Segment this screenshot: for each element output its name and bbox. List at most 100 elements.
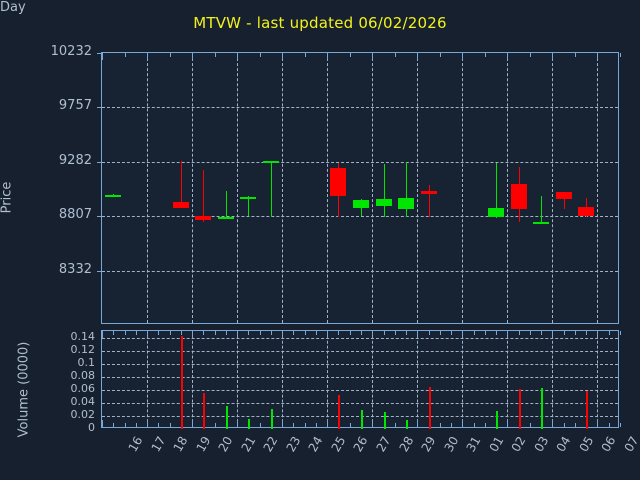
- x-tick-label: 28: [396, 434, 416, 455]
- price-tick-label: 8807: [58, 207, 92, 223]
- volume-axis-tick-top: [237, 331, 239, 338]
- volume-axis-tick-top: [496, 331, 498, 335]
- price-gridline-vertical: [462, 53, 464, 323]
- volume-axis-tick-top: [192, 331, 194, 338]
- volume-axis-tick-top: [113, 331, 115, 335]
- volume-axis-tick-top: [394, 331, 396, 335]
- price-gridline-vertical: [597, 53, 599, 323]
- price-tick-mark: [97, 53, 102, 54]
- price-axis-tick: [169, 53, 171, 57]
- volume-axis-tick-top: [214, 331, 216, 335]
- x-tick-label: 05: [576, 434, 597, 455]
- price-axis-tick: [552, 53, 554, 60]
- price-plot-area: [97, 52, 621, 324]
- price-axis-tick: [124, 53, 126, 57]
- volume-axis-tick-top: [417, 331, 419, 338]
- volume-gridline-vertical: [552, 331, 554, 427]
- x-tick-label: 17: [148, 434, 169, 455]
- volume-tick-label: 0.02: [70, 407, 96, 421]
- x-tick-label: 26: [351, 434, 371, 455]
- volume-axis-tick-top: [338, 331, 340, 335]
- volume-plot-area: [101, 330, 621, 429]
- volume-bar: [586, 391, 588, 429]
- volume-gridline-vertical: [237, 331, 239, 427]
- candlestick: [578, 206, 594, 217]
- x-tick-label: 29: [418, 434, 439, 455]
- volume-axis-tick-top: [552, 331, 554, 338]
- volume-gridline: [102, 376, 618, 378]
- candlestick: [263, 161, 279, 164]
- price-tick-label: 10232: [50, 44, 92, 59]
- volume-axis-tick-top: [102, 331, 103, 338]
- volume-gridline: [102, 350, 618, 352]
- candlestick: [488, 207, 504, 217]
- volume-bar: [406, 419, 408, 429]
- volume-axis-tick-bottom: [439, 423, 441, 427]
- candle-wick: [203, 170, 204, 222]
- chart-title: MTVW - last updated 06/02/2026: [193, 14, 447, 32]
- volume-axis-tick-top: [473, 331, 475, 335]
- volume-axis-tick-bottom: [529, 423, 531, 427]
- volume-bar: [361, 410, 363, 429]
- volume-axis-tick-top: [529, 331, 531, 335]
- price-gridline: [102, 161, 618, 163]
- price-gridline: [102, 270, 618, 272]
- x-axis-title: Day: [0, 0, 26, 15]
- x-tick-label: 27: [373, 434, 394, 455]
- volume-axis-tick-bottom: [158, 423, 160, 427]
- volume-axis-tick-top: [225, 331, 227, 335]
- candlestick: [533, 222, 549, 225]
- volume-axis-tick-bottom: [620, 423, 621, 427]
- volume-axis-tick-top: [180, 331, 182, 335]
- price-gridline-vertical: [237, 53, 239, 323]
- volume-gridline-vertical: [327, 331, 329, 427]
- volume-axis-tick-bottom: [293, 423, 295, 427]
- x-tick-label: 24: [306, 434, 326, 455]
- volume-axis-tick-top: [282, 331, 284, 338]
- volume-axis-tick-bottom: [484, 423, 486, 427]
- volume-axis-tick-bottom: [372, 420, 374, 427]
- x-tick-label: 20: [215, 434, 236, 455]
- volume-axis-tick-bottom: [462, 420, 464, 427]
- candlestick: [195, 215, 211, 221]
- volume-bar: [181, 335, 183, 429]
- x-tick-label: 31: [463, 434, 484, 455]
- candle-wick: [384, 164, 385, 217]
- price-axis-tick: [574, 53, 576, 57]
- volume-axis-tick-bottom: [237, 420, 239, 427]
- volume-axis-tick-top: [620, 331, 621, 335]
- volume-tick-label: 0.08: [70, 368, 96, 382]
- volume-bar: [429, 387, 431, 429]
- volume-axis-tick-top: [574, 331, 576, 335]
- volume-bar: [271, 408, 273, 429]
- candlestick: [421, 190, 437, 195]
- volume-axis-tick-bottom: [282, 420, 284, 427]
- volume-axis-tick-bottom: [552, 420, 554, 427]
- price-axis-tick: [439, 53, 441, 57]
- volume-axis-tick-top: [383, 331, 385, 335]
- price-gridline-vertical: [282, 53, 284, 323]
- volume-axis-tick-top: [563, 331, 565, 335]
- volume-bar: [519, 389, 521, 429]
- volume-tick-label: 0.04: [70, 394, 96, 408]
- price-tick-label: 9282: [58, 152, 92, 168]
- volume-axis-tick-top: [259, 331, 261, 335]
- candle-wick: [564, 195, 565, 209]
- price-axis-tick: [484, 53, 486, 57]
- price-axis-tick: [304, 53, 306, 57]
- price-axis-tick: [417, 53, 419, 60]
- candle-wick: [226, 190, 227, 220]
- volume-axis-tick-bottom: [259, 423, 261, 427]
- x-tick-label: 23: [283, 434, 304, 455]
- candle-wick: [406, 162, 407, 217]
- volume-axis-tick-top: [361, 331, 362, 335]
- volume-axis-tick-bottom: [124, 423, 126, 427]
- volume-axis-tick-top: [597, 331, 599, 338]
- volume-gridline-vertical: [417, 331, 419, 427]
- candle-wick: [181, 160, 182, 204]
- volume-axis-tick-bottom: [349, 423, 351, 427]
- price-axis-tick: [620, 53, 621, 57]
- volume-axis-tick-top: [315, 331, 317, 335]
- volume-tick-label: 0.1: [77, 355, 96, 369]
- volume-axis-tick-bottom: [574, 423, 576, 427]
